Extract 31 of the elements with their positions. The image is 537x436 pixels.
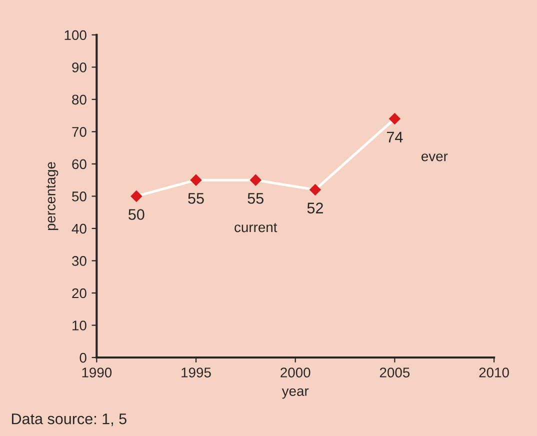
point xyxy=(130,190,142,202)
y-tick-label: 50 xyxy=(72,192,86,202)
y-tick-label: 100 xyxy=(64,30,86,40)
point xyxy=(190,174,202,186)
data-label: 50 xyxy=(128,209,144,220)
x-tick-label: 2010 xyxy=(479,368,509,378)
y-tick-label: 70 xyxy=(72,127,86,137)
point xyxy=(388,112,401,125)
data-label: 52 xyxy=(307,202,323,214)
x-tick-label: 2000 xyxy=(280,368,310,378)
point xyxy=(309,184,322,196)
data-label: 55 xyxy=(188,193,204,204)
x-axis-title: year xyxy=(282,388,309,399)
data-label: 55 xyxy=(248,193,264,204)
annotation: current xyxy=(234,223,278,232)
y-tick-label: 60 xyxy=(72,159,86,170)
point xyxy=(250,174,262,186)
y-tick-label: 0 xyxy=(80,352,86,363)
x-tick-label: 1990 xyxy=(82,368,112,378)
data-label: 74 xyxy=(386,132,403,142)
annotation: ever xyxy=(422,154,448,162)
y-tick-label: 40 xyxy=(72,224,86,234)
y-tick-label: 30 xyxy=(72,256,86,266)
y-tick-label: 90 xyxy=(72,62,86,72)
y-tick-label: 10 xyxy=(72,320,86,330)
y-tick-label: 80 xyxy=(72,94,86,105)
x-tick-label: 2005 xyxy=(380,368,410,378)
source-note: Data source: 1, 5 xyxy=(12,414,126,426)
y-tick-label: 20 xyxy=(72,288,86,298)
x-tick-label: 1995 xyxy=(182,368,211,378)
y-axis-title: percentage xyxy=(46,162,58,230)
